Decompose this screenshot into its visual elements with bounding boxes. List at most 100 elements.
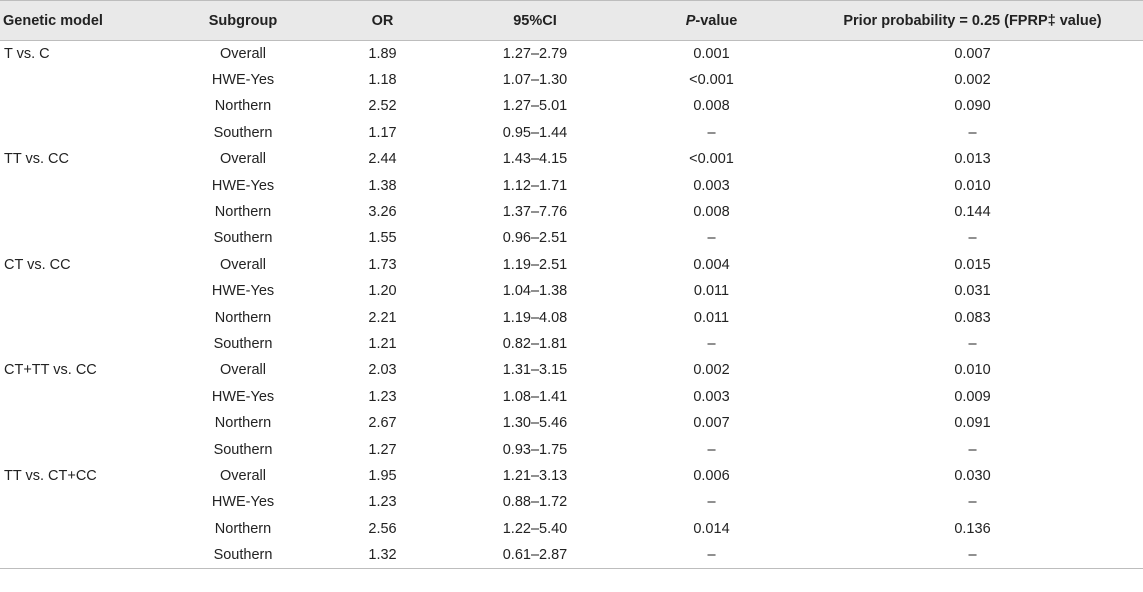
cell-genetic-model	[0, 278, 170, 304]
cell-p-value: –	[707, 335, 716, 352]
table-row: Northern 3.26 1.37–7.76 0.008 0.144	[0, 199, 1143, 225]
cell-or: 1.89	[368, 45, 397, 62]
cell-or: 1.38	[368, 177, 397, 194]
cell-genetic-model	[0, 199, 170, 225]
cell-or: 1.20	[368, 283, 397, 300]
cell-p-value: 0.001	[693, 45, 730, 62]
cell-fprp: –	[968, 441, 977, 458]
cell-fprp: 0.007	[954, 45, 991, 62]
header-p-value: P-value	[621, 0, 802, 41]
cell-fprp: 0.010	[954, 362, 991, 379]
cell-subgroup: Southern	[213, 124, 273, 141]
cell-ci: 1.30–5.46	[502, 415, 568, 432]
cell-genetic-model	[0, 93, 170, 119]
cell-subgroup: Southern	[213, 335, 273, 352]
cell-p-value: 0.008	[693, 98, 730, 115]
cell-or: 1.18	[368, 72, 397, 89]
cell-genetic-model	[0, 489, 170, 515]
cell-fprp: –	[968, 494, 977, 511]
cell-ci: 1.22–5.40	[502, 520, 568, 537]
cell-subgroup: Southern	[170, 541, 316, 569]
cell-or: 2.52	[368, 98, 397, 115]
table-row: Southern 1.55 0.96–2.51 – –	[0, 225, 1143, 251]
cell-genetic-model: CT+TT vs. CC	[4, 362, 97, 379]
cell-fprp: 0.090	[954, 98, 991, 115]
cell-p-value: 0.014	[693, 520, 730, 537]
table-row: HWE-Yes 1.18 1.07–1.30 <0.001 0.002	[0, 67, 1143, 93]
cell-subgroup: Northern	[214, 520, 272, 537]
table-row: CT vs. CC Overall 1.73 1.19–2.51 0.004 0.015	[0, 252, 1143, 278]
table-row: Northern 2.52 1.27–5.01 0.008 0.090	[0, 93, 1143, 119]
cell-ci: 1.31–3.15	[502, 362, 568, 379]
header-ci: 95%CI	[449, 0, 621, 41]
cell-fprp: 0.030	[954, 467, 991, 484]
cell-ci: 1.08–1.41	[502, 388, 568, 405]
cell-or: 1.55	[368, 230, 397, 247]
cell-p-value: 0.004	[693, 256, 730, 273]
cell-fprp: –	[968, 124, 977, 141]
cell-genetic-model	[0, 120, 170, 146]
cell-genetic-model: TT vs. CT+CC	[4, 467, 97, 484]
table-row: Southern 1.17 0.95–1.44 – –	[0, 120, 1143, 146]
cell-p-value: <0.001	[689, 72, 734, 89]
header-subgroup: Subgroup	[170, 0, 316, 41]
table-row: TT vs. CT+CC Overall 1.95 1.21–3.13 0.006 0.0…	[0, 463, 1143, 489]
table-row: HWE-Yes 1.20 1.04–1.38 0.011 0.031	[0, 278, 1143, 304]
cell-p-value: 0.007	[693, 415, 730, 432]
cell-or: 1.73	[368, 256, 397, 273]
cell-or: 1.21	[368, 335, 397, 352]
cell-fprp: 0.013	[954, 151, 991, 168]
cell-ci: 1.21–3.13	[502, 467, 568, 484]
cell-fprp: 0.015	[954, 256, 991, 273]
cell-p-value: 0.011	[693, 283, 730, 300]
cell-fprp: 0.091	[954, 415, 991, 432]
cell-p-value: –	[707, 230, 716, 247]
cell-ci: 1.27–2.79	[502, 45, 568, 62]
cell-fprp: 0.010	[954, 177, 991, 194]
cell-genetic-model: T vs. C	[4, 45, 50, 62]
cell-or: 1.95	[368, 467, 397, 484]
cell-ci: 1.19–2.51	[502, 256, 568, 273]
cell-or: 2.56	[368, 520, 397, 537]
cell-subgroup: Southern	[213, 230, 273, 247]
cell-genetic-model	[0, 384, 170, 410]
cell-fprp: 0.031	[954, 283, 991, 300]
cell-or: 3.26	[368, 204, 397, 221]
cell-or: 1.17	[368, 124, 397, 141]
cell-p-value: –	[707, 124, 716, 141]
cell-or: 1.23	[368, 494, 397, 511]
cell-p-value: –	[707, 441, 716, 458]
cell-ci: 1.19–4.08	[502, 309, 568, 326]
cell-subgroup: Overall	[220, 467, 266, 484]
cell-ci: 0.96–2.51	[502, 230, 568, 247]
cell-genetic-model	[0, 172, 170, 198]
table-row: HWE-Yes 1.23 1.08–1.41 0.003 0.009	[0, 384, 1143, 410]
cell-ci: 1.27–5.01	[502, 98, 568, 115]
cell-or: 1.27	[368, 441, 397, 458]
table-row: Southern 1.32 0.61–2.87– –	[0, 541, 1143, 569]
cell-p-value: 0.003	[693, 388, 730, 405]
cell-ci: 0.88–1.72	[502, 494, 568, 511]
cell-p-value: –	[707, 494, 716, 511]
cell-or: 2.44	[368, 151, 397, 168]
cell-p-value: 0.003	[693, 177, 730, 194]
cell-subgroup: Northern	[214, 309, 272, 326]
cell-ci: 0.61–2.87	[449, 541, 621, 569]
cell-or: 1.32	[316, 541, 449, 569]
cell-ci: 1.43–4.15	[502, 151, 568, 168]
cell-fprp: 0.083	[954, 309, 991, 326]
cell-genetic-model	[0, 436, 170, 462]
cell-fprp: 0.002	[954, 72, 991, 89]
table-row: CT+TT vs. CC Overall 2.03 1.31–3.15 0.002 0.0…	[0, 357, 1143, 383]
table-row: Northern 2.56 1.22–5.40 0.014 0.136	[0, 516, 1143, 542]
table-row: HWE-Yes 1.23 0.88–1.72 – –	[0, 489, 1143, 515]
cell-genetic-model	[0, 410, 170, 436]
cell-ci: 0.82–1.81	[502, 335, 568, 352]
cell-genetic-model	[0, 331, 170, 357]
cell-subgroup: Overall	[220, 151, 266, 168]
cell-subgroup: Northern	[214, 204, 272, 221]
header-or: OR	[316, 0, 449, 41]
cell-ci: 1.07–1.30	[502, 72, 568, 89]
cell-genetic-model: TT vs. CC	[4, 151, 69, 168]
table-row: Northern 2.21 1.19–4.08 0.011 0.083	[0, 304, 1143, 330]
